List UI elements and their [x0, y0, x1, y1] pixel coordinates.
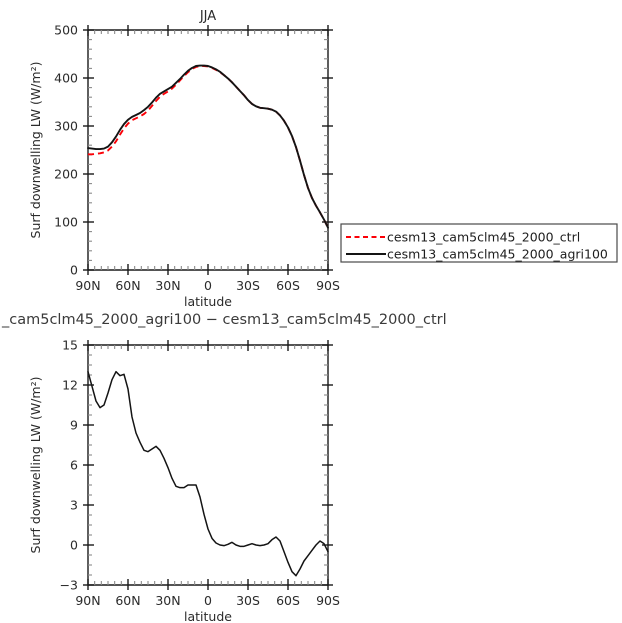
legend-item-1[interactable]: cesm13_cam5clm45_2000_agri100: [346, 247, 608, 262]
x-tick-label-top: 0: [204, 278, 212, 293]
y-tick-label-bottom: 12: [62, 378, 78, 393]
y-tick-label-top: 500: [54, 23, 78, 38]
y-tick-label-bottom: 15: [62, 338, 78, 353]
y-axis-title-bottom: Surf downwelling LW (W/m²): [28, 377, 43, 554]
y-tick-label-top: 0: [70, 263, 78, 278]
difference-title: _cam5clm45_2000_agri100 − cesm13_cam5clm…: [1, 312, 447, 328]
y-tick-label-bottom: −3: [60, 578, 78, 593]
x-tick-label-bottom: 30N: [155, 593, 180, 608]
x-tick-label-top: 30N: [155, 278, 180, 293]
x-tick-label-bottom: 60S: [276, 593, 300, 608]
y-axis-title-top: Surf downwelling LW (W/m²): [28, 62, 43, 239]
legend-label-1: cesm13_cam5clm45_2000_agri100: [387, 247, 608, 262]
y-tick-label-bottom: 0: [70, 538, 78, 553]
y-tick-label-bottom: 3: [70, 498, 78, 513]
x-tick-label-bottom: 30S: [236, 593, 260, 608]
y-tick-label-top: 100: [54, 215, 78, 230]
x-tick-label-top: 60N: [115, 278, 140, 293]
y-tick-label-bottom: 6: [70, 458, 78, 473]
plot-panel-bottom: −3 0 3 6 9 12 15 90N 60N 30N 0 30S 60S 90S latitude Sur…: [28, 338, 340, 623]
legend-box: [340, 223, 618, 263]
panel-title-top: JJA: [199, 9, 216, 24]
legend-label-0: cesm13_cam5clm45_2000_ctrl: [387, 230, 580, 245]
plot-panel-top: 0 100 200 300 400 500 90N 60N 30N 0 30S 60S 90S JJA la…: [28, 9, 340, 309]
x-tick-label-bottom: 90S: [316, 593, 340, 608]
series-line-top-0: [88, 65, 329, 229]
legend[interactable]: cesm13_cam5clm45_2000_ctrl cesm13_cam5clm…: [340, 223, 618, 263]
x-tick-label-bottom: 90N: [75, 593, 100, 608]
legend-item-0[interactable]: cesm13_cam5clm45_2000_ctrl: [346, 230, 580, 245]
x-tick-label-bottom: 60N: [115, 593, 140, 608]
series-line-bottom-0: [87, 370, 329, 577]
x-tick-label-bottom: 0: [204, 593, 212, 608]
y-tick-label-top: 400: [54, 71, 78, 86]
x-tick-label-top: 30S: [236, 278, 260, 293]
y-tick-label-top: 200: [54, 167, 78, 182]
x-axis-title-top: latitude: [184, 294, 232, 309]
x-tick-label-top: 90S: [316, 278, 340, 293]
y-tick-label-bottom: 9: [70, 418, 78, 433]
series-line-top-1: [87, 64, 329, 229]
y-tick-label-top: 300: [54, 119, 78, 134]
x-tick-label-top: 60S: [276, 278, 300, 293]
x-axis-title-bottom: latitude: [184, 609, 232, 623]
x-tick-label-top: 90N: [75, 278, 100, 293]
